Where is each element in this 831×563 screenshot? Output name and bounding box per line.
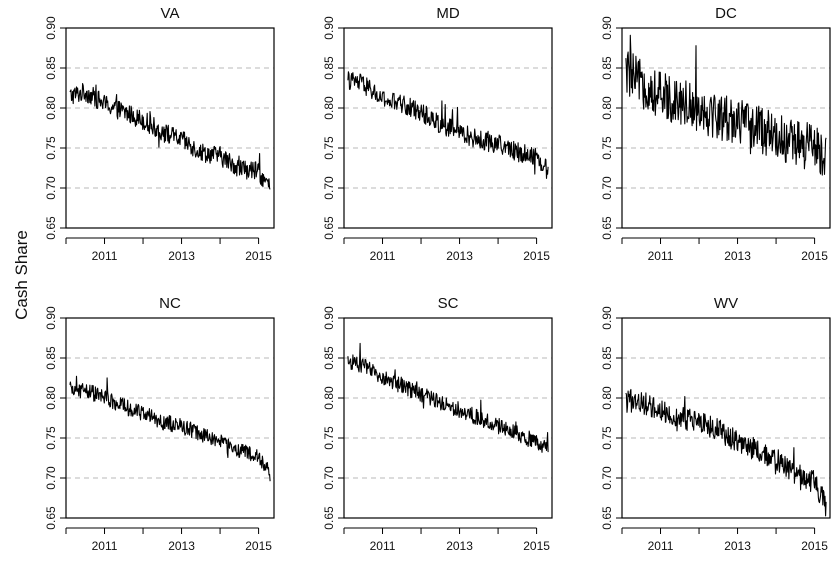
x-tick-label: 2013	[446, 249, 473, 263]
series-line-nc	[69, 375, 271, 482]
y-tick-label: 0.70	[44, 176, 58, 200]
y-tick-label: 0.75	[44, 136, 58, 160]
y-tick-label: 0.65	[600, 506, 614, 530]
x-tick-label: 2011	[648, 539, 674, 553]
y-tick-label: 0.65	[322, 216, 336, 240]
panel-va: VA 0.65 0.70 0.75 0.80 0.85 0.90 2011 2013 2015	[44, 5, 275, 263]
y-tick-label: 0.90	[44, 16, 58, 40]
x-tick-label: 2011	[370, 249, 396, 263]
y-tick-label: 0.85	[44, 56, 58, 80]
y-tick-label: 0.80	[322, 96, 336, 120]
y-tick-label: 0.80	[322, 386, 336, 410]
x-tick-label: 2011	[92, 249, 118, 263]
panel-frame	[343, 317, 553, 519]
panel-nc: NC 0.65 0.70 0.75 0.80 0.85 0.90 2011 2013 2015	[44, 295, 275, 553]
x-tick-label: 2013	[168, 249, 195, 263]
y-tick-label: 0.85	[322, 56, 336, 80]
y-tick-label: 0.75	[600, 136, 614, 160]
y-tick-label: 0.90	[600, 306, 614, 330]
y-tick-label: 0.75	[600, 426, 614, 450]
x-tick-label: 2011	[92, 539, 118, 553]
x-tick-label: 2013	[168, 539, 195, 553]
y-tick-label: 0.65	[44, 506, 58, 530]
y-tick-label: 0.85	[600, 56, 614, 80]
panel-title: DC	[715, 5, 737, 22]
x-tick-label: 2015	[245, 539, 272, 553]
x-tick-label: 2015	[245, 249, 272, 263]
y-tick-label: 0.90	[600, 16, 614, 40]
x-tick-label: 2015	[523, 539, 550, 553]
y-tick-label: 0.80	[44, 96, 58, 120]
panel-frame	[65, 27, 275, 229]
x-tick-label: 2013	[446, 539, 473, 553]
x-tick-label: 2015	[801, 539, 828, 553]
series-line-va	[69, 82, 271, 190]
y-tick-label: 0.70	[600, 176, 614, 200]
y-tick-label: 0.80	[44, 386, 58, 410]
y-tick-label: 0.70	[600, 466, 614, 490]
y-tick-label: 0.85	[600, 346, 614, 370]
series-line-md	[347, 71, 549, 179]
y-tick-label: 0.70	[322, 176, 336, 200]
x-tick-label: 2011	[648, 249, 674, 263]
panel-title: SC	[438, 295, 459, 312]
y-tick-label: 0.85	[322, 346, 336, 370]
panel-md: MD 0.65 0.70 0.75 0.80 0.85 0.90 2011 2013 2015	[322, 5, 553, 263]
panel-sc: SC 0.65 0.70 0.75 0.80 0.85 0.90 2011 2013 2015	[322, 295, 553, 553]
y-tick-label: 0.75	[322, 136, 336, 160]
y-tick-label: 0.75	[322, 426, 336, 450]
panel-frame	[65, 317, 275, 519]
y-tick-label: 0.85	[44, 346, 58, 370]
x-tick-label: 2013	[724, 539, 751, 553]
panel-dc: DC 0.65 0.70 0.75 0.80 0.85 0.90 2011 2013 2015	[600, 5, 831, 263]
series-line-dc	[625, 34, 827, 176]
y-tick-label: 0.70	[44, 466, 58, 490]
panel-title: NC	[159, 295, 181, 312]
panel-title: VA	[161, 5, 180, 22]
y-tick-label: 0.75	[44, 426, 58, 450]
series-line-sc	[347, 342, 549, 453]
y-tick-label: 0.80	[600, 386, 614, 410]
panel-title: WV	[714, 295, 738, 312]
y-tick-label: 0.70	[322, 466, 336, 490]
y-axis-label: Cash Share	[12, 230, 31, 320]
series-line-wv	[625, 388, 827, 517]
panel-frame	[343, 27, 553, 229]
x-tick-label: 2015	[523, 249, 550, 263]
panel-title: MD	[436, 5, 459, 22]
x-tick-label: 2011	[370, 539, 396, 553]
y-tick-label: 0.65	[44, 216, 58, 240]
x-tick-label: 2013	[724, 249, 751, 263]
y-tick-label: 0.90	[322, 306, 336, 330]
panel-frame	[621, 27, 831, 229]
y-tick-label: 0.90	[322, 16, 336, 40]
panel-frame	[621, 317, 831, 519]
y-tick-label: 0.65	[600, 216, 614, 240]
y-tick-label: 0.80	[600, 96, 614, 120]
y-tick-label: 0.65	[322, 506, 336, 530]
y-tick-label: 0.90	[44, 306, 58, 330]
x-tick-label: 2015	[801, 249, 828, 263]
panel-wv: WV 0.65 0.70 0.75 0.80 0.85 0.90 2011 2013 2015	[600, 295, 831, 553]
